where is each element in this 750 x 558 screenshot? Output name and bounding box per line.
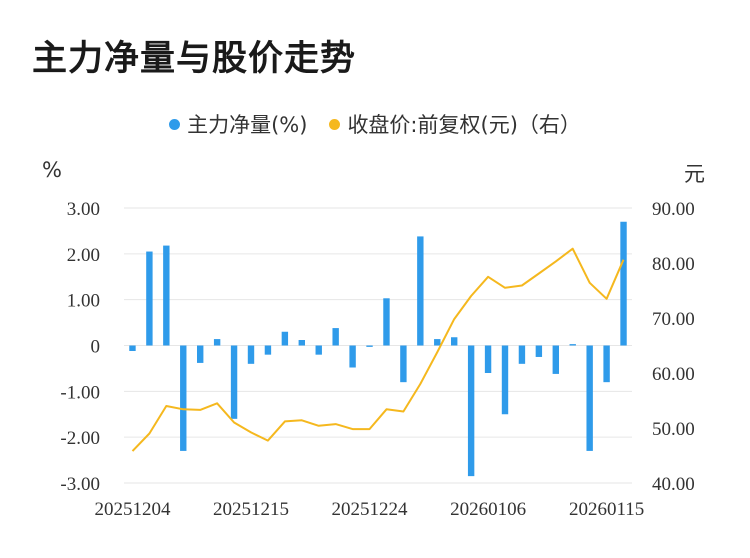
bar[interactable] bbox=[501, 345, 509, 415]
legend-line-dot bbox=[329, 118, 341, 130]
bar[interactable] bbox=[417, 236, 424, 346]
bar[interactable] bbox=[332, 328, 339, 346]
bar[interactable] bbox=[349, 345, 356, 368]
bar[interactable] bbox=[383, 298, 390, 346]
right-axis-unit: 元 bbox=[684, 162, 705, 186]
legend: 主力净量(%) 收盘价:前复权(元)（右） bbox=[0, 108, 750, 140]
bar[interactable] bbox=[146, 251, 153, 346]
bar[interactable] bbox=[620, 221, 627, 346]
bar-series bbox=[129, 221, 627, 477]
right-axis-ticks: 90.00 80.00 70.00 60.00 50.00 40.00 bbox=[652, 199, 695, 495]
bar[interactable] bbox=[247, 345, 255, 364]
bar[interactable] bbox=[298, 340, 305, 346]
left-tick-label: -3.00 bbox=[60, 474, 100, 495]
chart-title: 主力净量与股价走势 bbox=[32, 39, 357, 79]
x-tick-label: 20251215 bbox=[213, 499, 289, 520]
x-tick-label: 20251204 bbox=[94, 499, 171, 520]
bar[interactable] bbox=[197, 345, 204, 363]
bar[interactable] bbox=[281, 331, 289, 346]
left-tick-label: 3.00 bbox=[67, 199, 100, 220]
bar[interactable] bbox=[467, 345, 475, 477]
bar[interactable] bbox=[315, 345, 322, 355]
right-tick-label: 90.00 bbox=[652, 199, 695, 220]
bar[interactable] bbox=[451, 337, 458, 346]
bar[interactable] bbox=[552, 345, 559, 374]
bar[interactable] bbox=[400, 345, 407, 383]
right-tick-label: 60.00 bbox=[652, 364, 695, 385]
right-tick-label: 40.00 bbox=[652, 474, 695, 495]
left-tick-label: 1.00 bbox=[67, 291, 100, 312]
legend-bar-label: 主力净量(%) bbox=[187, 113, 308, 137]
bar[interactable] bbox=[264, 345, 272, 355]
price-line[interactable] bbox=[131, 247, 625, 452]
legend-item-bar[interactable]: 主力净量(%) bbox=[169, 109, 307, 139]
x-tick-label: 20260115 bbox=[569, 499, 644, 520]
right-tick-label: 50.00 bbox=[652, 419, 695, 440]
bar[interactable] bbox=[603, 345, 610, 383]
x-tick-label: 20251224 bbox=[332, 499, 409, 520]
bar[interactable] bbox=[129, 345, 136, 352]
bar[interactable] bbox=[366, 345, 373, 347]
bar[interactable] bbox=[535, 345, 543, 357]
line-series bbox=[131, 247, 625, 452]
bar[interactable] bbox=[180, 345, 187, 451]
left-tick-label: -1.00 bbox=[60, 382, 100, 403]
legend-line-label: 收盘价:前复权(元)（右） bbox=[347, 113, 581, 137]
grid-lines bbox=[124, 207, 632, 484]
bar[interactable] bbox=[230, 345, 238, 419]
legend-item-line[interactable]: 收盘价:前复权(元)（右） bbox=[329, 109, 581, 139]
left-tick-label: 0 bbox=[91, 337, 101, 358]
left-axis-ticks: 3.00 2.00 1.00 0 -1.00 -2.00 -3.00 bbox=[60, 199, 100, 495]
left-tick-label: 2.00 bbox=[67, 245, 100, 266]
right-tick-label: 70.00 bbox=[652, 309, 695, 330]
bar[interactable] bbox=[518, 345, 526, 364]
bar[interactable] bbox=[163, 245, 170, 346]
bar[interactable] bbox=[569, 344, 576, 346]
x-tick-label: 20260106 bbox=[450, 499, 526, 520]
left-tick-label: -2.00 bbox=[60, 428, 100, 449]
left-axis-unit: % bbox=[42, 158, 62, 182]
bar[interactable] bbox=[213, 339, 221, 346]
legend-bar-dot bbox=[169, 118, 181, 130]
bar[interactable] bbox=[484, 345, 492, 374]
bar[interactable] bbox=[586, 345, 593, 451]
x-axis-ticks: 20251204 20251215 20251224 20260106 20260115 bbox=[94, 499, 644, 520]
bar[interactable] bbox=[434, 339, 441, 346]
right-tick-label: 80.00 bbox=[652, 254, 695, 275]
